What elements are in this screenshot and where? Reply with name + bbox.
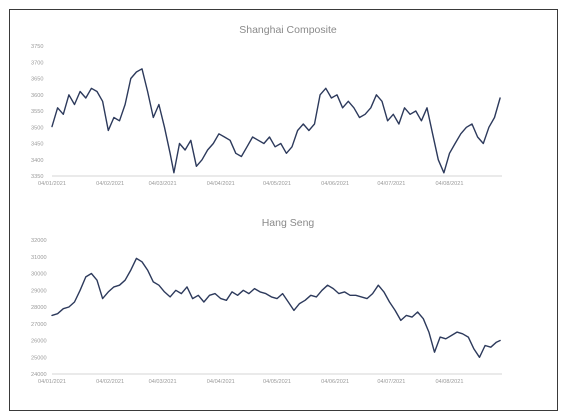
shanghai-y-tick-label: 3600 — [31, 93, 43, 99]
chart-frame — [9, 9, 558, 411]
shanghai-y-tick-label: 3550 — [31, 109, 43, 115]
shanghai-x-tick-label: 04/02/2021 — [96, 181, 124, 187]
hang-seng-x-tick-label: 04/07/2021 — [377, 379, 405, 385]
shanghai-y-tick-label: 3350 — [31, 174, 43, 180]
hang-seng-y-tick-label: 26000 — [31, 339, 47, 345]
hang-seng-x-tick-label: 04/04/2021 — [207, 379, 235, 385]
hang-seng-x-tick-labels: 04/01/2021 04/02/2021 04/03/2021 04/04/2021… — [38, 379, 464, 385]
shanghai-x-tick-label: 04/08/2021 — [436, 181, 464, 187]
hang-seng-chart: Hang Seng 32000 31000 30000 29000 28000 27000… — [31, 217, 502, 385]
shanghai-x-tick-label: 04/01/2021 — [38, 181, 66, 187]
shanghai-x-tick-label: 04/04/2021 — [207, 181, 235, 187]
hang-seng-chart-title: Hang Seng — [262, 217, 315, 229]
hang-seng-x-tick-label: 04/03/2021 — [149, 379, 177, 385]
shanghai-y-tick-label: 3650 — [31, 77, 43, 83]
hang-seng-y-tick-labels: 32000 31000 30000 29000 28000 27000 26000 25000… — [31, 238, 47, 378]
hang-seng-y-tick-label: 29000 — [31, 288, 47, 294]
shanghai-x-tick-label: 04/03/2021 — [149, 181, 177, 187]
hang-seng-y-tick-label: 31000 — [31, 255, 47, 261]
hang-seng-line — [51, 257, 501, 358]
shanghai-chart-title: Shanghai Composite — [239, 24, 337, 36]
shanghai-x-tick-label: 04/05/2021 — [263, 181, 291, 187]
hang-seng-x-tick-label: 04/06/2021 — [321, 379, 349, 385]
shanghai-x-tick-label: 04/06/2021 — [321, 181, 349, 187]
shanghai-x-tick-labels: 04/01/2021 04/02/2021 04/03/2021 04/04/2021… — [38, 181, 464, 187]
hang-seng-x-tick-label: 04/01/2021 — [38, 379, 66, 385]
shanghai-x-tick-label: 04/07/2021 — [377, 181, 405, 187]
shanghai-y-tick-labels: 3750 3700 3650 3600 3550 3500 3450 3400 3350 — [31, 44, 43, 180]
shanghai-y-tick-label: 3700 — [31, 60, 43, 66]
hang-seng-y-tick-label: 25000 — [31, 355, 47, 361]
shanghai-y-tick-label: 3450 — [31, 142, 43, 148]
hang-seng-y-tick-label: 30000 — [31, 272, 47, 278]
shanghai-y-tick-label: 3500 — [31, 125, 43, 131]
hang-seng-y-tick-label: 28000 — [31, 305, 47, 311]
hang-seng-x-tick-label: 04/02/2021 — [96, 379, 124, 385]
shanghai-composite-chart: Shanghai Composite 375037003650360035503… — [31, 24, 502, 187]
hang-seng-x-tick-label: 04/08/2021 — [436, 379, 464, 385]
hang-seng-y-tick-label: 27000 — [31, 322, 47, 328]
shanghai-y-tick-label: 3750 — [31, 44, 43, 50]
hang-seng-y-tick-label: 32000 — [31, 238, 47, 244]
shanghai-composite-line — [51, 68, 501, 174]
hang-seng-x-tick-label: 04/05/2021 — [263, 379, 291, 385]
shanghai-y-tick-label: 3400 — [31, 158, 43, 164]
hang-seng-y-tick-label: 24000 — [31, 372, 47, 378]
